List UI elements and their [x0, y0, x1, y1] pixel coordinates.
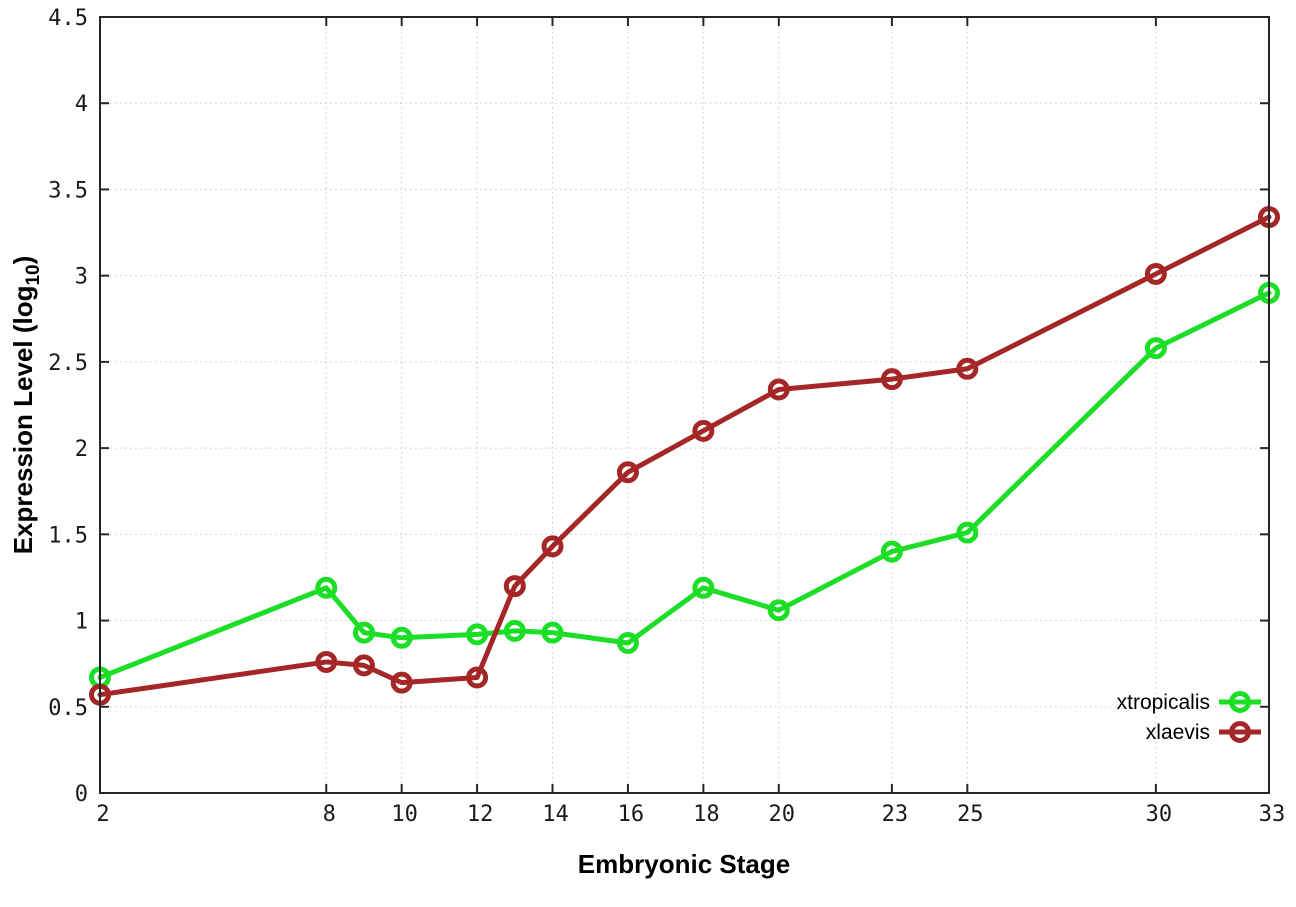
series-layer	[89, 206, 1280, 706]
y-tick-label: 4.5	[48, 6, 88, 31]
x-tick-label: 30	[1146, 802, 1173, 827]
x-tick-label: 8	[323, 802, 336, 827]
series-marker-xtropicalis	[956, 521, 979, 544]
y-tick-label: 3	[75, 265, 88, 290]
series-marker-xtropicalis	[315, 576, 338, 599]
y-tick-label: 1.5	[48, 523, 88, 548]
series-marker-xtropicalis	[352, 621, 375, 644]
y-tick-label: 4	[75, 92, 88, 117]
series-marker-xlaevis	[503, 575, 526, 598]
y-tick-label: 3.5	[48, 178, 88, 203]
legend-sample-marker-xtropicalis	[1229, 691, 1251, 713]
series-marker-xtropicalis	[390, 626, 413, 649]
series-marker-xlaevis	[767, 378, 790, 401]
legend-sample-marker-xlaevis	[1229, 721, 1251, 743]
series-marker-xlaevis	[315, 650, 338, 673]
grid-layer	[100, 17, 1269, 793]
x-tick-label: 20	[769, 802, 796, 827]
series-marker-xtropicalis	[1144, 337, 1167, 360]
series-line-xlaevis	[97, 214, 1272, 698]
y-tick-label: 0	[75, 782, 88, 807]
plot-border	[99, 16, 1270, 794]
series-marker-xlaevis	[880, 368, 903, 391]
legend: xtropicalis xlaevis	[1117, 691, 1261, 744]
series-marker-xlaevis	[466, 666, 489, 689]
series-marker-xlaevis	[616, 461, 639, 484]
x-axis-title: Embryonic Stage	[578, 849, 790, 879]
series-marker-xlaevis	[956, 357, 979, 380]
x-tick-label: 25	[957, 802, 984, 827]
series-marker-xlaevis	[692, 419, 715, 442]
x-tick-label: 23	[882, 802, 909, 827]
x-tick-label: 12	[467, 802, 494, 827]
axis-layer: 0 0.5 1 1.5 2 2.5 3 3.5 4 4.5 2 8 10 12 14 16 18 20 23 25 30…	[48, 6, 1285, 827]
series-marker-xtropicalis	[880, 540, 903, 563]
y-tick-label: 1	[75, 610, 88, 635]
series-marker-xlaevis	[390, 671, 413, 694]
legend-label-xlaevis: xlaevis	[1146, 721, 1210, 744]
series-marker-xtropicalis	[767, 599, 790, 622]
y-tick-label: 0.5	[48, 696, 88, 721]
series-marker-xlaevis	[352, 654, 375, 677]
series-marker-xtropicalis	[503, 619, 526, 642]
x-tick-label: 16	[618, 802, 645, 827]
y-tick-label: 2	[75, 437, 88, 462]
series-marker-xtropicalis	[692, 576, 715, 599]
y-axis-title: Expression Level (log10)	[8, 256, 44, 555]
series-marker-xlaevis	[1144, 262, 1167, 285]
x-tick-label: 2	[96, 802, 109, 827]
x-tick-label: 18	[693, 802, 720, 827]
series-marker-xtropicalis	[541, 621, 564, 644]
x-tick-label: 14	[542, 802, 569, 827]
series-marker-xtropicalis	[466, 623, 489, 646]
y-tick-label: 2.5	[48, 351, 88, 376]
series-marker-xtropicalis	[616, 631, 639, 654]
series-line-xtropicalis	[97, 290, 1272, 680]
x-tick-label: 33	[1259, 802, 1286, 827]
legend-label-xtropicalis: xtropicalis	[1117, 691, 1210, 714]
x-tick-label: 10	[391, 802, 418, 827]
series-marker-xlaevis	[541, 535, 564, 558]
